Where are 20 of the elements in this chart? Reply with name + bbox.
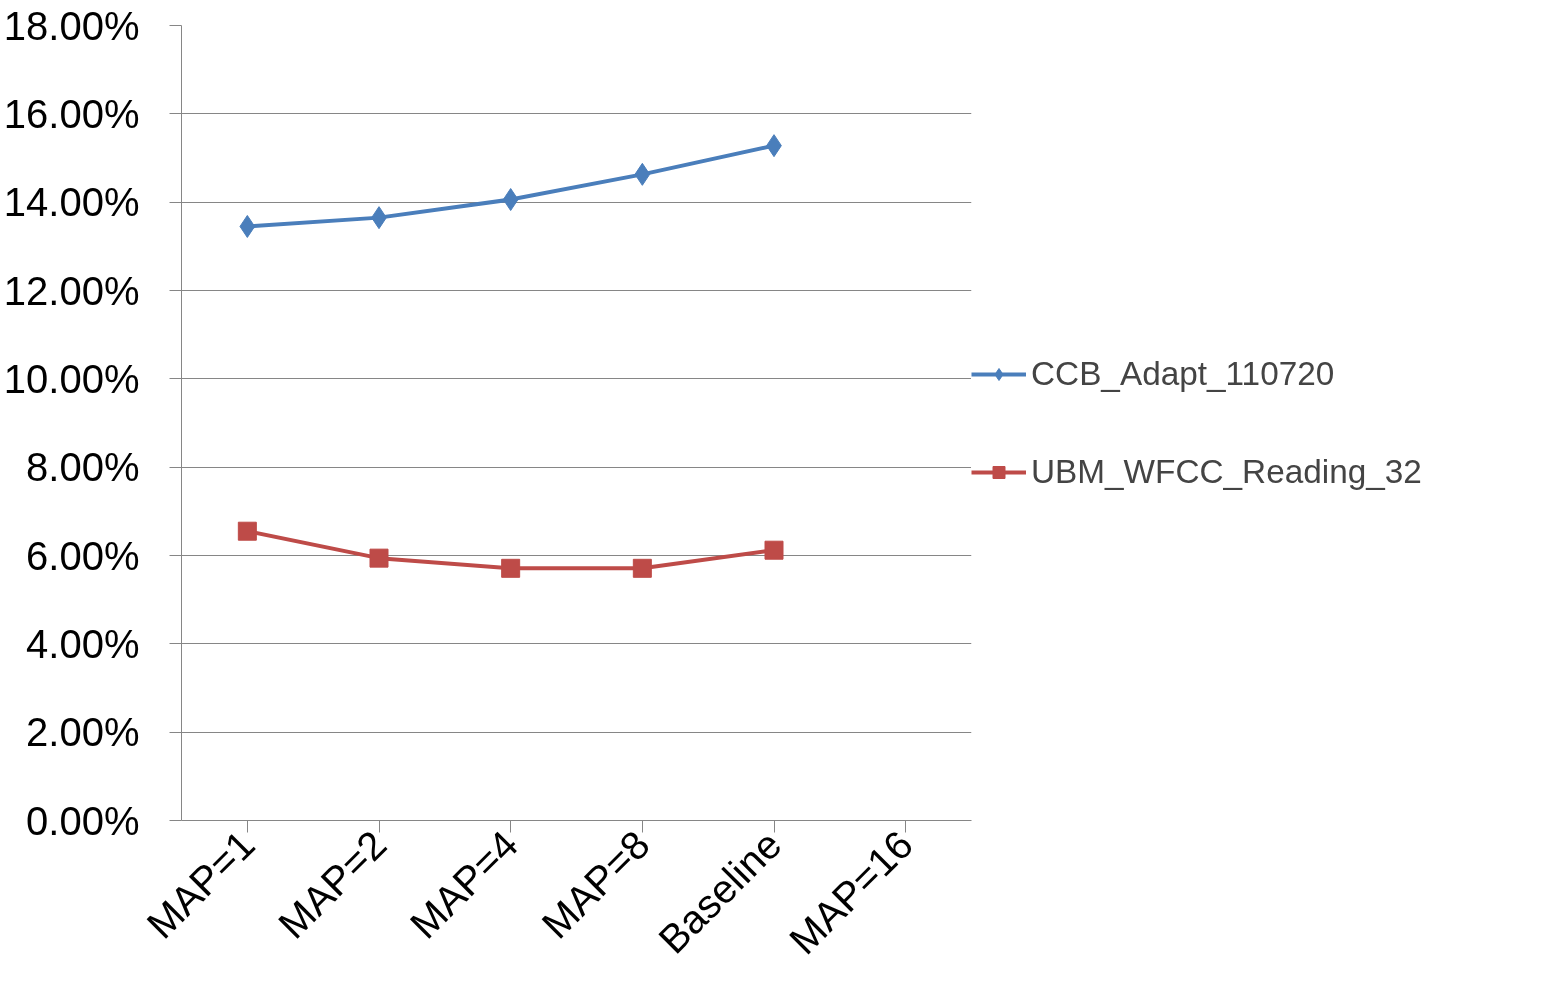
legend-label: CCB_Adapt_110720 xyxy=(1031,354,1335,393)
y-tick-label: 14.00% xyxy=(3,180,140,225)
y-tick-label: 18.00% xyxy=(3,3,140,48)
point xyxy=(634,162,651,186)
point xyxy=(237,521,257,541)
point xyxy=(369,548,389,568)
point xyxy=(239,214,256,238)
point xyxy=(632,558,652,578)
y-tick-label: 6.00% xyxy=(26,533,140,578)
point xyxy=(502,188,519,212)
y-tick-label: 12.00% xyxy=(3,268,140,313)
point xyxy=(501,558,521,578)
y-tick-label: 10.00% xyxy=(3,356,140,401)
legend-label: UBM_WFCC_Reading_32 xyxy=(1031,452,1422,491)
y-tick-label: 8.00% xyxy=(26,445,140,490)
point xyxy=(764,540,784,560)
y-tick-label: 16.00% xyxy=(3,91,140,136)
y-tick-label: 4.00% xyxy=(26,621,140,666)
y-tick-label: 2.00% xyxy=(26,710,140,755)
y-tick-label: 0.00% xyxy=(26,798,140,843)
